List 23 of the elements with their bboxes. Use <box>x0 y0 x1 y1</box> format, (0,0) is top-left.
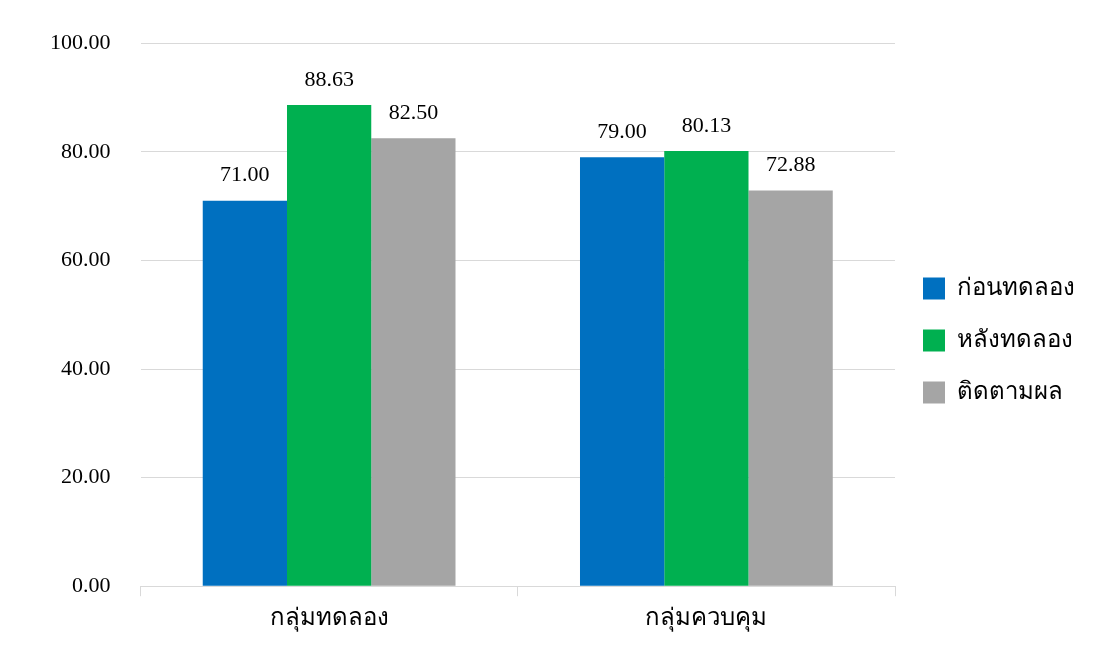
bar <box>202 200 287 586</box>
legend-label: หลังทดลอง <box>957 325 1073 352</box>
legend-label: ก่อนทดลอง <box>957 273 1075 300</box>
data-label: 88.63 <box>304 65 354 91</box>
y-tick-label: 100.00 <box>50 28 111 54</box>
bar <box>748 190 833 586</box>
data-label: 72.88 <box>765 151 816 177</box>
y-tick-label: 0.00 <box>72 571 111 597</box>
legend-label: ติดตามผล <box>957 377 1063 404</box>
x-tick-label: กลุ่มทดลอง <box>269 603 389 632</box>
bar <box>664 151 749 586</box>
y-tick-label: 20.00 <box>61 463 111 489</box>
y-tick-label: 40.00 <box>61 354 111 380</box>
bar <box>287 104 372 586</box>
data-label: 82.50 <box>388 99 439 125</box>
data-label: 71.00 <box>220 161 270 187</box>
bar <box>371 138 456 586</box>
data-label: 80.13 <box>681 111 732 137</box>
bar <box>580 157 665 586</box>
y-tick-label: 80.00 <box>61 137 111 163</box>
y-tick-label: 60.00 <box>61 246 111 272</box>
data-label: 79.00 <box>597 118 647 144</box>
x-tick-label: กลุ่มควบคุม <box>645 603 768 632</box>
